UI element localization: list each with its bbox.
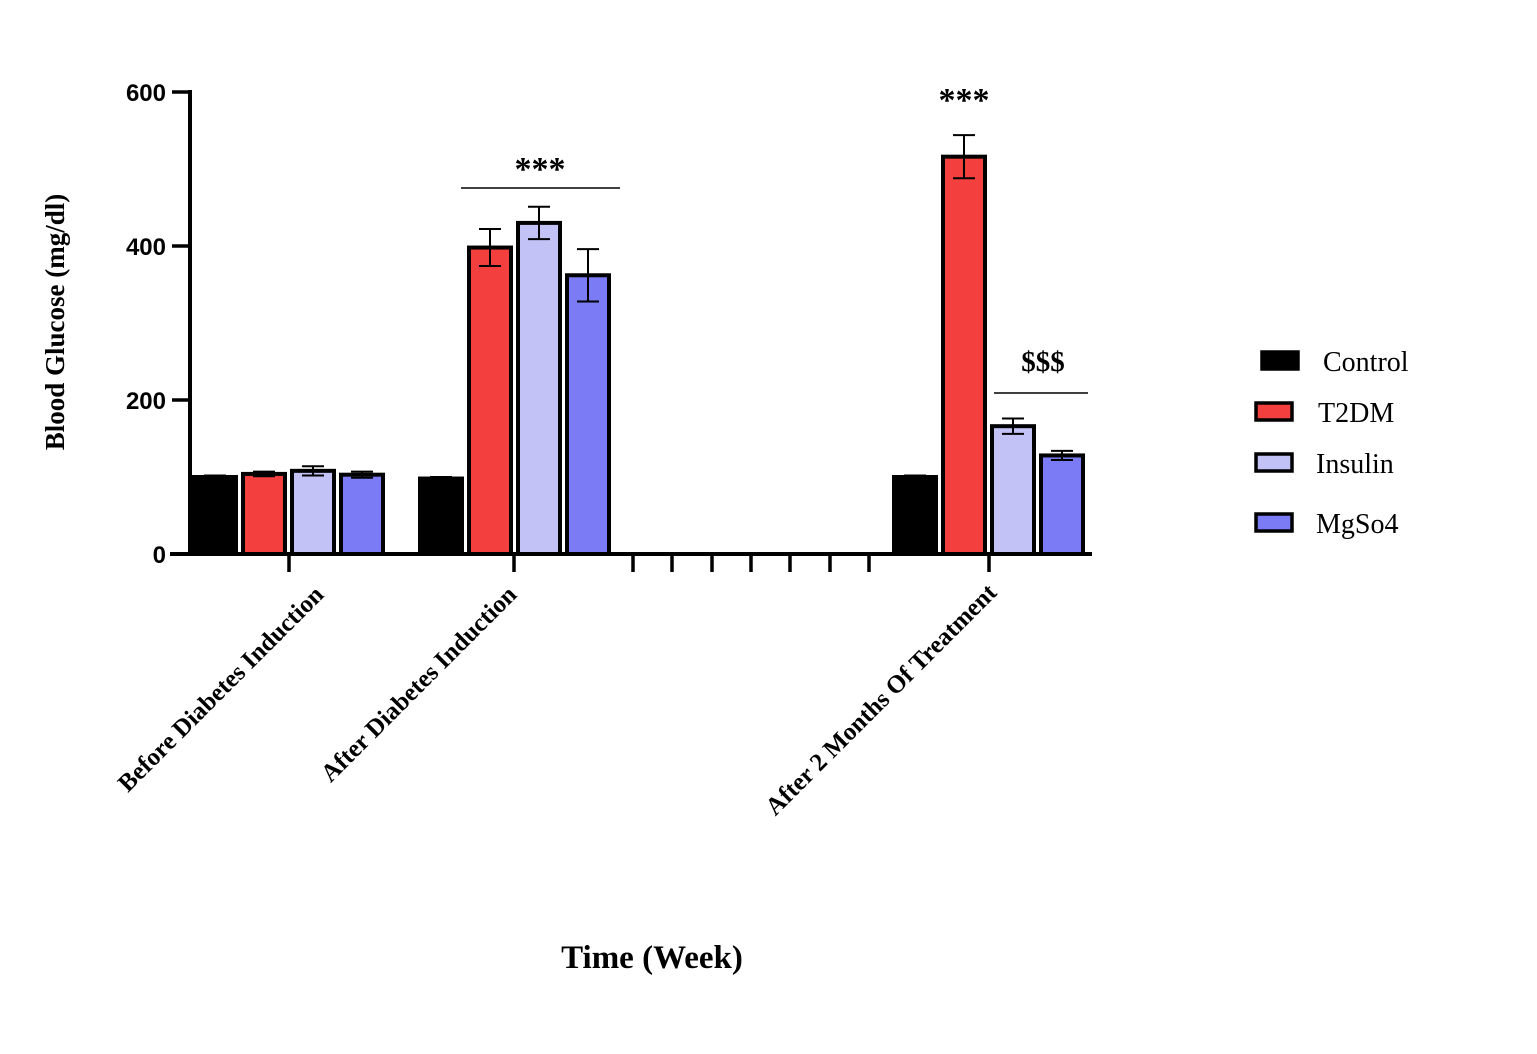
y-tick-label: 600 <box>126 80 166 107</box>
legend-swatch-t2dm <box>1254 401 1294 422</box>
bar-control <box>418 476 464 557</box>
bar-t2dm <box>241 471 287 557</box>
y-tick-label: 400 <box>126 234 166 261</box>
y-axis-ticks: 0 200 400 600 <box>126 80 190 569</box>
legend-label-control: Control <box>1323 347 1409 378</box>
y-axis-title: Blood Glucose (mg/dl) <box>40 194 70 451</box>
legend-label-insulin: Insulin <box>1316 449 1394 480</box>
significance-label: *** <box>939 82 990 119</box>
bar-mgso4 <box>1039 453 1085 556</box>
bar-control <box>192 475 238 556</box>
y-tick-label: 0 <box>153 542 166 569</box>
legend-label-t2dm: T2DM <box>1318 398 1394 429</box>
bar-t2dm <box>941 154 987 556</box>
legend-label-mgso4: MgSo4 <box>1316 509 1398 540</box>
bars-group <box>192 134 1085 557</box>
legend-swatch-control <box>1260 350 1300 371</box>
legend-swatch-mgso4 <box>1254 512 1294 533</box>
significance-label: *** <box>515 151 566 188</box>
bar-mgso4 <box>339 472 385 556</box>
x-category-label: After Diabetes Induction <box>316 581 522 787</box>
x-category-label: After 2 Months Of Treatment <box>761 579 1003 821</box>
bar-t2dm <box>467 245 513 556</box>
x-axis-title: Time (Week) <box>561 940 743 976</box>
significance-annotations: *** *** $$$ <box>461 82 1088 394</box>
legend: Control T2DM Insulin MgSo4 <box>1254 347 1409 540</box>
bar-insulin <box>290 468 336 556</box>
x-category-label: Before Diabetes Induction <box>113 581 329 797</box>
bar-mgso4 <box>565 273 611 556</box>
bar-control <box>892 475 938 556</box>
bar-insulin <box>990 424 1036 556</box>
legend-swatch-insulin <box>1254 452 1294 473</box>
significance-label: $$$ <box>1021 346 1065 378</box>
bar-insulin <box>516 220 562 556</box>
y-tick-label: 200 <box>126 388 166 415</box>
